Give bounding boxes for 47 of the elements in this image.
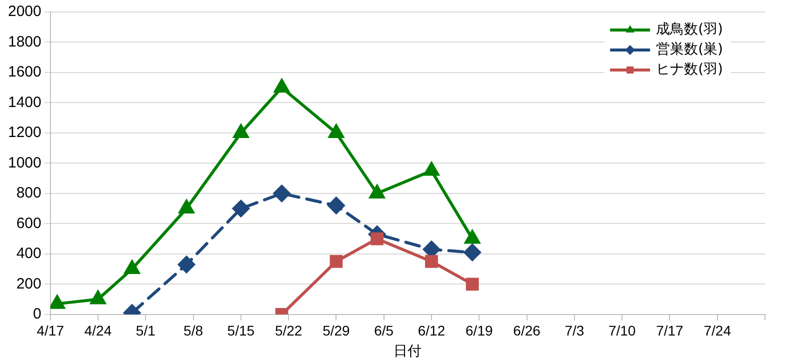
- x-tick-label: 6/12: [418, 322, 446, 339]
- x-tick-label: 7/24: [704, 322, 732, 339]
- point: [233, 124, 248, 138]
- point: [464, 244, 481, 261]
- point: [178, 200, 194, 214]
- point: [370, 232, 384, 246]
- point: [425, 255, 438, 268]
- point: [328, 124, 344, 138]
- y-tick-label: 200: [16, 275, 42, 292]
- x-tick-label: 5/22: [274, 322, 302, 339]
- legend-label: 成鳥数(羽): [656, 22, 724, 38]
- y-tick-label: 1400: [8, 94, 42, 111]
- legend-label: 営巣数(巣): [656, 42, 724, 58]
- point: [328, 197, 345, 214]
- point: [464, 230, 480, 244]
- y-tick-label: 2000: [8, 3, 42, 20]
- x-tick-label: 4/17: [36, 322, 64, 339]
- x-tick-label: 4/24: [84, 322, 112, 339]
- x-tick-label: 6/26: [513, 322, 541, 339]
- point: [466, 278, 479, 291]
- y-tick-label: 1200: [8, 124, 42, 142]
- point: [274, 79, 290, 93]
- point: [232, 200, 250, 218]
- x-axis-title: 日付: [394, 342, 422, 358]
- y-tick-label: 400: [16, 245, 42, 262]
- y-tick-label: 0: [33, 306, 42, 323]
- point: [424, 162, 440, 176]
- legend-label: ヒナ数(羽): [656, 62, 724, 78]
- x-tick-label: 7/3: [564, 322, 584, 339]
- point: [273, 184, 290, 202]
- y-tick-label: 1800: [8, 33, 42, 50]
- x-tick-label: 7/17: [656, 322, 684, 339]
- y-tick-label: 600: [16, 214, 42, 232]
- x-tick-label: 5/1: [136, 322, 156, 339]
- y-tick-label: 1000: [8, 154, 42, 172]
- x-tick-label: 5/15: [227, 322, 255, 339]
- x-tick-label: 6/19: [466, 322, 493, 339]
- x-tick-label: 5/29: [322, 322, 350, 339]
- y-tick-label: 800: [16, 184, 42, 202]
- point: [178, 256, 195, 274]
- y-tick-label: 1600: [8, 64, 42, 81]
- point: [330, 255, 343, 268]
- point: [124, 260, 140, 274]
- x-tick-label: 7/10: [608, 322, 636, 339]
- x-tick-label: 5/8: [184, 322, 204, 339]
- x-tick-label: 6/5: [374, 322, 394, 339]
- point: [369, 184, 385, 198]
